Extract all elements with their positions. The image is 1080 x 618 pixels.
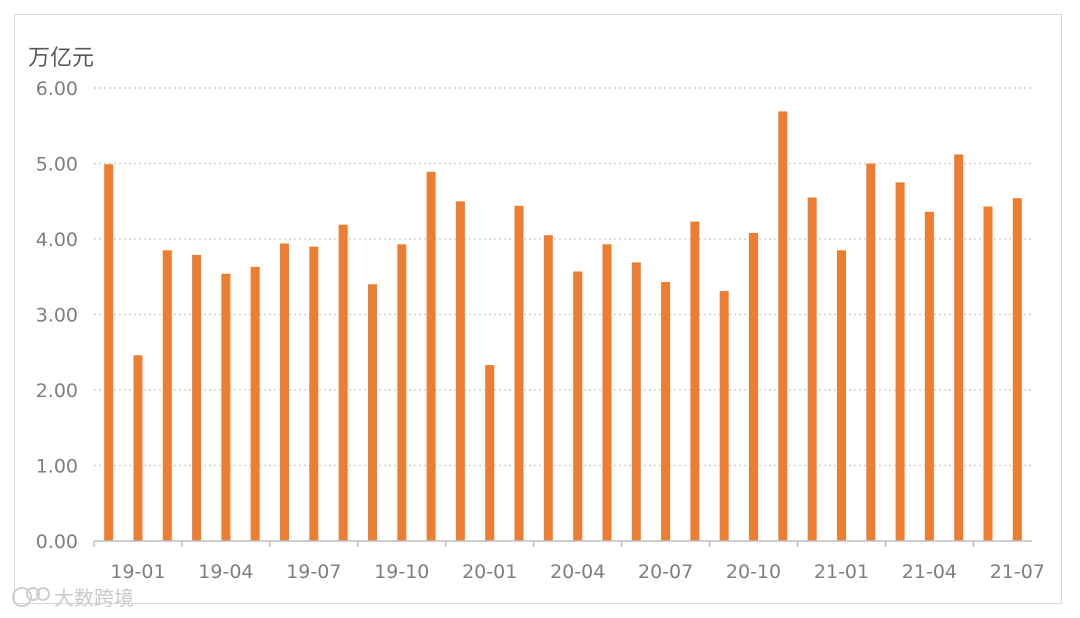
x-tick-label: 21-04 xyxy=(902,561,957,583)
y-tick-label: 3.00 xyxy=(36,305,78,327)
bar-19-12 xyxy=(427,172,436,541)
bar-19-11 xyxy=(397,244,406,541)
y-tick-label: 0.00 xyxy=(36,531,78,553)
y-tick-label: 6.00 xyxy=(36,78,78,100)
bar-21-01 xyxy=(808,198,817,542)
x-tick-label: 19-04 xyxy=(198,561,253,583)
y-tick-label: 5.00 xyxy=(36,154,78,176)
bar-20-04 xyxy=(544,235,553,541)
bar-21-06 xyxy=(954,154,963,541)
bar-19-08 xyxy=(309,247,318,541)
bar-20-03 xyxy=(515,206,524,541)
bar-21-04 xyxy=(896,182,905,541)
bar-19-03 xyxy=(163,250,172,541)
x-tick-label: 20-07 xyxy=(638,561,693,583)
x-tick-label: 19-01 xyxy=(110,561,165,583)
x-tick-label: 20-04 xyxy=(550,561,605,583)
bar-19-04 xyxy=(192,255,201,541)
bar-21-05 xyxy=(925,212,934,541)
bar-20-01 xyxy=(456,201,465,541)
bar-19-02 xyxy=(134,355,143,541)
watermark-logo-icon xyxy=(13,588,49,606)
x-tick-label: 19-07 xyxy=(286,561,341,583)
bar-20-02 xyxy=(485,365,494,541)
watermark: 大数跨境 xyxy=(13,586,134,610)
unit-label: 万亿元 xyxy=(28,46,94,71)
bar-20-05 xyxy=(573,272,582,542)
x-tick-label: 20-01 xyxy=(462,561,517,583)
bar-19-07 xyxy=(280,244,289,542)
bar-20-12 xyxy=(778,111,787,541)
bar-19-06 xyxy=(251,267,260,541)
x-tick-label: 21-01 xyxy=(814,561,869,583)
bar-21-07 xyxy=(984,207,993,542)
y-tick-label: 1.00 xyxy=(36,456,78,478)
bar-20-07 xyxy=(632,262,641,541)
x-tick-label: 19-10 xyxy=(374,561,429,583)
bar-20-08 xyxy=(661,282,670,541)
bar-19-10 xyxy=(368,284,377,541)
x-tick-label: 21-07 xyxy=(990,561,1045,583)
bar-19-01 xyxy=(104,164,113,541)
bar-21-02 xyxy=(837,250,846,541)
bar-19-09 xyxy=(339,225,348,541)
y-tick-label: 2.00 xyxy=(36,380,78,402)
x-tick-label: 20-10 xyxy=(726,561,781,583)
bar-21-08 xyxy=(1013,198,1022,541)
bar-21-03 xyxy=(866,164,875,542)
bar-19-05 xyxy=(221,274,230,541)
watermark-text: 大数跨境 xyxy=(54,586,134,610)
bar-20-06 xyxy=(603,244,612,541)
bar-20-10 xyxy=(720,291,729,541)
bar-20-09 xyxy=(690,222,699,541)
y-tick-label: 4.00 xyxy=(36,229,78,251)
bar-20-11 xyxy=(749,233,758,541)
